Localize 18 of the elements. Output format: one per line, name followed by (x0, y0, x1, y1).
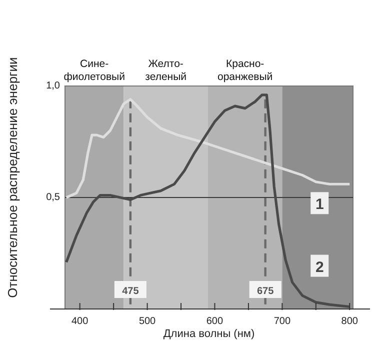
y-axis-title: Относительное распределение энергии (5, 57, 20, 298)
ref-line-label: 475 (122, 286, 140, 297)
x-tick-label: 700 (274, 316, 291, 327)
x-tick-label: 800 (341, 316, 358, 327)
y-tick-label: 0,5 (46, 192, 60, 203)
y-tick-label: 1,0 (46, 80, 60, 92)
x-tick-label: 600 (206, 316, 224, 327)
band-label: Сине-фиолетовый (64, 58, 126, 83)
band-label: Желто-зеленый (145, 58, 187, 83)
ref-line-label: 675 (256, 286, 274, 297)
band-label: Красно-оранжевый (218, 58, 273, 83)
x-axis-title: Длина волны (нм) (163, 328, 255, 340)
x-tick-label: 400 (71, 316, 89, 327)
series-label: 1 (315, 196, 324, 214)
line-series (65, 94, 351, 308)
x-tick-label: 500 (138, 316, 156, 327)
series-label: 2 (315, 258, 324, 276)
line-series (65, 98, 351, 199)
